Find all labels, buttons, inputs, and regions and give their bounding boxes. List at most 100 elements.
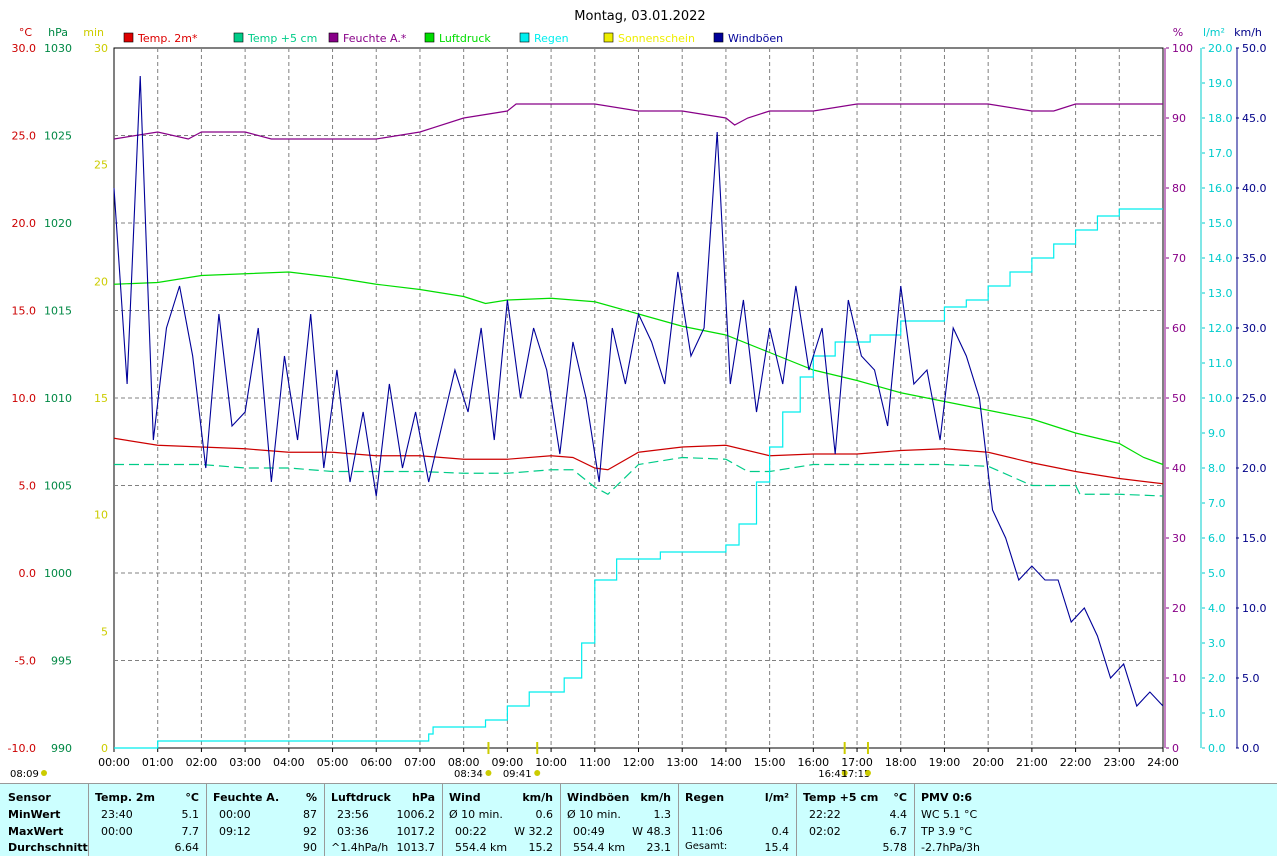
x-tick-label: 18:00	[885, 756, 917, 769]
luftdruck-max-time: 03:36	[337, 825, 369, 838]
x-tick-label: 02:00	[186, 756, 218, 769]
x-tick-label: 10:00	[535, 756, 567, 769]
wind-axis-tick-label: 35.0	[1242, 252, 1267, 265]
rain-axis-tick-label: 15.0	[1208, 217, 1233, 230]
temp2m-header: Temp. 2m	[95, 791, 155, 804]
wind-avg: 15.2	[528, 841, 554, 854]
pressure-axis-tick-label: 1015	[44, 305, 72, 318]
rain-axis-tick-label: 13.0	[1208, 287, 1233, 300]
legend: Temp. 2m* Temp +5 cm Feuchte A.* Luftdruck R…	[123, 32, 783, 45]
windboen-avg10: 1.3	[653, 808, 672, 821]
stats-luftdruck-col: Luftdruck hPa 23:56 1006.2 03:36 1017.2 …	[324, 784, 443, 856]
legend-swatch	[123, 32, 134, 43]
legend-label: Temp. 2m*	[137, 32, 198, 45]
sunshine-axis-tick-label: 15	[94, 392, 108, 405]
wind-axis-tick-label: 50.0	[1242, 42, 1267, 55]
wind-avg10-label: Ø 10 min.	[449, 808, 503, 821]
stats-pmv-col: PMV 0:6 WC 5.1 °C TP 3.9 °C -2.7hPa/3h	[914, 784, 1277, 856]
feuchte-avg: 90	[303, 841, 317, 854]
temp-axis-tick-label: 30.0	[12, 42, 37, 55]
temp2m-unit: °C	[185, 791, 199, 804]
feuchte-max-time: 09:12	[219, 825, 251, 838]
series-temp-2m	[113, 437, 1164, 485]
stats-feuchte-col: Feuchte A. % 00:00 87 09:12 92 90	[206, 784, 325, 856]
legend-swatch	[519, 32, 530, 43]
feuchte-max: 92	[303, 825, 317, 838]
legend-swatch	[603, 32, 614, 43]
time-marker-label: 17:15	[842, 769, 871, 780]
x-tick-label: 13:00	[666, 756, 698, 769]
rain-axis-tick-label: 2.0	[1208, 672, 1226, 685]
sunshine-axis-tick-label: 0	[101, 742, 108, 755]
pmv-header: PMV 0:6	[921, 791, 973, 804]
x-tick-label: 21:00	[1016, 756, 1048, 769]
legend-label: Windböen	[728, 32, 783, 45]
legend-swatch	[713, 32, 724, 43]
sunshine-axis-tick-label: 5	[101, 625, 108, 638]
row-label-min: MinWert	[8, 808, 61, 821]
sunshine-axis-tick-label: 30	[94, 42, 108, 55]
row-label-avg: Durchschnitt	[8, 841, 88, 854]
stats-windboen-col: Windböen km/h Ø 10 min. 1.3 00:49 W 48.3…	[560, 784, 679, 856]
pmv-dewpoint: TP 3.9 °C	[921, 825, 973, 838]
x-tick-label: 23:00	[1103, 756, 1135, 769]
temp-axis-tick-label: -5.0	[15, 655, 36, 668]
pressure-axis-unit: hPa	[48, 26, 68, 39]
x-tick-label: 16:00	[797, 756, 829, 769]
windboen-avg10-label: Ø 10 min.	[567, 808, 621, 821]
rain-axis-tick-label: 12.0	[1208, 322, 1233, 335]
rain-axis-unit: l/m²	[1203, 26, 1225, 39]
temp5-max-time: 02:02	[809, 825, 841, 838]
temp5-min: 4.4	[889, 808, 908, 821]
stats-wind-col: Wind km/h Ø 10 min. 0.6 00:22 W 32.2 554…	[442, 784, 561, 856]
rain-axis-tick-label: 9.0	[1208, 427, 1226, 440]
time-marker-label: 08:34	[454, 769, 483, 780]
legend-label: Sonnenschein	[618, 32, 695, 45]
time-marker-dot	[841, 770, 848, 776]
wind-axis-tick-label: 0.0	[1242, 742, 1260, 755]
regen-max: 0.4	[771, 825, 790, 838]
legend-label: Luftdruck	[439, 32, 491, 45]
windboen-distance: 554.4 km	[573, 841, 626, 854]
chart-title: Montag, 03.01.2022	[574, 9, 705, 24]
wind-axis-tick-label: 20.0	[1242, 462, 1267, 475]
x-tick-label: 15:00	[754, 756, 786, 769]
regen-total-label: Gesamt:	[685, 841, 728, 852]
bottom-left-label: 08:09	[10, 769, 39, 780]
wind-axis-tick-label: 40.0	[1242, 182, 1267, 195]
humidity-axis-tick-label: 60	[1172, 322, 1186, 335]
humidity-axis-tick-label: 30	[1172, 532, 1186, 545]
sunshine-axis-unit: min	[83, 26, 104, 39]
temp5-min-time: 22:22	[809, 808, 841, 821]
temp5-max: 6.7	[889, 825, 908, 838]
legend-label: Temp +5 cm	[247, 32, 317, 45]
time-marker-dot	[864, 770, 871, 776]
rain-axis-tick-label: 19.0	[1208, 77, 1233, 90]
humidity-axis-tick-label: 40	[1172, 462, 1186, 475]
humidity-axis-tick-label: 50	[1172, 392, 1186, 405]
series-windboen	[113, 75, 1164, 708]
wind-max: W 32.2	[514, 825, 553, 838]
sunshine-axis-tick-label: 25	[94, 159, 108, 172]
series	[113, 75, 1164, 749]
regen-header: Regen	[685, 791, 725, 804]
rain-axis-tick-label: 1.0	[1208, 707, 1226, 720]
luftdruck-header: Luftdruck	[331, 791, 391, 804]
x-tick-label: 07:00	[404, 756, 436, 769]
humidity-axis-tick-label: 90	[1172, 112, 1186, 125]
temp2m-avg: 6.64	[174, 841, 200, 854]
pressure-axis-tick-label: 1010	[44, 392, 72, 405]
luftdruck-min: 1006.2	[396, 808, 436, 821]
windboen-max: W 48.3	[632, 825, 671, 838]
rain-axis-tick-label: 6.0	[1208, 532, 1226, 545]
regen-total: 15.4	[764, 841, 790, 854]
regen-max-time: 11:06	[691, 825, 723, 838]
feuchte-header: Feuchte A.	[213, 791, 280, 804]
wind-unit: km/h	[522, 791, 553, 804]
x-tick-label: 08:00	[448, 756, 480, 769]
wind-axis-tick-label: 15.0	[1242, 532, 1267, 545]
luftdruck-min-time: 23:56	[337, 808, 369, 821]
grid	[113, 47, 1164, 749]
sunshine-axis-tick-label: 10	[94, 509, 108, 522]
stats-sensor-header: Sensor	[8, 791, 51, 804]
